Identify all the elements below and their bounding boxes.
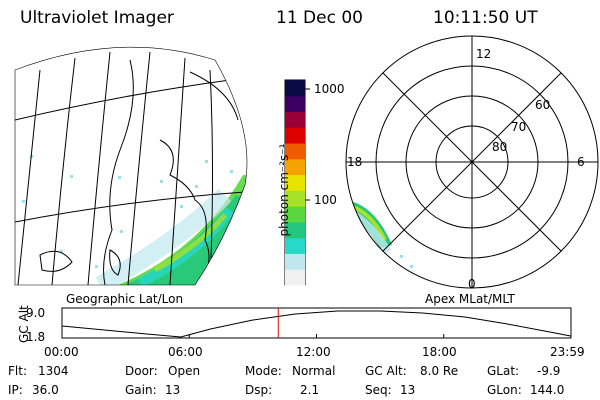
observation-date: 11 Dec 00 — [276, 8, 363, 28]
glat-value: -9.9 — [537, 364, 561, 378]
geographic-map — [14, 46, 248, 286]
colorbar-tick-1000: 1000 — [314, 82, 345, 96]
gain-label: Gain: — [125, 383, 157, 397]
polar-plot — [345, 35, 599, 289]
colorbar-segment — [285, 95, 305, 113]
altitude-xtick-0000: 00:00 — [44, 345, 79, 359]
geographic-caption: Geographic Lat/Lon — [66, 292, 184, 306]
seq-label: Seq: — [365, 383, 392, 397]
colorbar-segment — [285, 221, 305, 239]
dsp-value: 2.1 — [300, 383, 320, 397]
mode-value: Normal — [292, 364, 336, 378]
colorbar-segment — [285, 127, 305, 144]
gain-value: 13 — [165, 383, 181, 397]
instrument-title: Ultraviolet Imager — [20, 8, 174, 28]
altitude-ytick-max: 9.0 — [26, 306, 46, 320]
aurora-emission-geo — [22, 155, 247, 286]
ip-label: IP: — [8, 383, 23, 397]
altitude-xtick-2359: 23:59 — [550, 345, 585, 359]
mlat-label-60: 60 — [535, 98, 551, 112]
colorbar-segment — [285, 206, 305, 223]
colorbar-segment — [285, 158, 305, 176]
gcalt-label: GC Alt: — [365, 364, 407, 378]
colorbar-segment — [285, 143, 305, 160]
colorbar-segment — [285, 190, 305, 207]
colorbar-unit-label: photon cm⁻²s⁻¹ — [277, 143, 291, 237]
mlt-label-right: 6 — [577, 155, 585, 169]
altitude-xtick-1200: 12:00 — [296, 345, 331, 359]
altitude-xtick-0600: 06:00 — [168, 345, 203, 359]
polar-caption: Apex MLat/MLT — [425, 292, 515, 306]
door-value: Open — [168, 364, 201, 378]
altitude-ytick-min: 1.8 — [26, 330, 46, 344]
flt-value: 1304 — [38, 364, 69, 378]
door-label: Door: — [125, 364, 158, 378]
altitude-plot — [61, 307, 572, 339]
colorbar — [284, 79, 310, 286]
colorbar-segment — [285, 80, 305, 97]
mlat-label-70: 70 — [511, 120, 527, 134]
colorbar-segment — [285, 253, 305, 270]
dsp-label: Dsp: — [245, 383, 273, 397]
flt-label: Flt: — [8, 364, 27, 378]
glon-value: 144.0 — [530, 383, 565, 397]
mlt-label-bottom: 0 — [468, 277, 476, 291]
colorbar-segment — [285, 111, 305, 128]
mode-label: Mode: — [245, 364, 282, 378]
mlt-label-left: 18 — [347, 155, 363, 169]
mlt-label-top: 12 — [476, 47, 492, 61]
gcalt-value: 8.0 Re — [420, 364, 459, 378]
glat-label: GLat: — [487, 364, 520, 378]
glon-label: GLon: — [487, 383, 522, 397]
mlat-label-80: 80 — [492, 140, 508, 154]
colorbar-segment — [285, 237, 305, 254]
altitude-xtick-1800: 18:00 — [422, 345, 457, 359]
ip-value: 36.0 — [32, 383, 59, 397]
colorbar-segment — [285, 174, 305, 191]
colorbar-tick-100: 100 — [314, 193, 337, 207]
colorbar-segment — [285, 269, 305, 286]
observation-time: 10:11:50 UT — [433, 8, 538, 28]
seq-value: 13 — [400, 383, 416, 397]
